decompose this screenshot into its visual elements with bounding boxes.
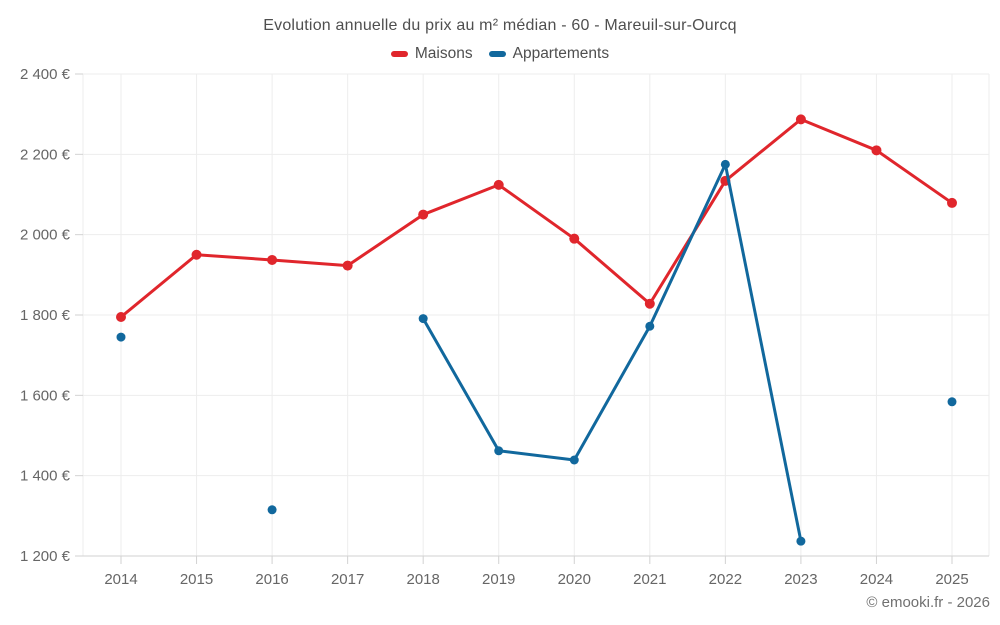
copyright-watermark: © emooki.fr - 2026 <box>866 594 990 611</box>
x-axis-label: 2018 <box>406 571 439 588</box>
appartements-point-2016[interactable] <box>267 505 277 515</box>
appartements-point-2014[interactable] <box>116 332 126 342</box>
maisons-point-2015[interactable] <box>191 249 202 260</box>
x-axis-label: 2014 <box>104 571 137 588</box>
appartements-point-2025[interactable] <box>947 397 957 407</box>
maisons-point-2021[interactable] <box>644 298 655 309</box>
appartements-point-2020[interactable] <box>569 455 579 465</box>
legend-label-maisons: Maisons <box>414 45 473 62</box>
legend-swatch-maisons <box>390 51 408 57</box>
maisons-point-2020[interactable] <box>569 233 580 244</box>
legend-item-maisons[interactable]: Maisons <box>390 45 473 63</box>
y-axis-label: 1 200 € <box>20 548 71 565</box>
appartements-point-2022[interactable] <box>720 159 730 169</box>
appartements-point-2019[interactable] <box>494 446 504 456</box>
x-axis-label: 2020 <box>558 571 591 588</box>
appartements-line <box>421 162 803 543</box>
x-axis-label: 2025 <box>935 571 968 588</box>
maisons-point-2019[interactable] <box>493 179 504 190</box>
maisons-point-2017[interactable] <box>342 260 353 271</box>
maisons-line <box>119 117 954 319</box>
x-axis-label: 2021 <box>633 571 666 588</box>
x-axis-label: 2016 <box>255 571 288 588</box>
x-axis-label: 2017 <box>331 571 364 588</box>
y-axis-label: 1 800 € <box>20 307 71 324</box>
maisons-point-2025[interactable] <box>947 197 957 208</box>
y-axis-label: 2 200 € <box>20 146 71 163</box>
legend-swatch-appartements <box>488 51 506 57</box>
legend-label-appartements: Appartements <box>512 45 610 62</box>
maisons-point-2023[interactable] <box>795 114 806 125</box>
maisons-point-2024[interactable] <box>871 145 882 156</box>
chart-legend: Maisons Appartements <box>0 45 1000 63</box>
y-axis-label: 1 600 € <box>20 387 71 404</box>
y-axis-label: 1 400 € <box>20 468 71 485</box>
x-axis-label: 2015 <box>180 571 213 588</box>
appartements-point-2018[interactable] <box>418 314 428 324</box>
chart-title: Evolution annuelle du prix au m² médian … <box>263 17 737 34</box>
x-axis-label: 2019 <box>482 571 515 588</box>
maisons-point-2014[interactable] <box>116 312 126 323</box>
appartements-point-2023[interactable] <box>796 536 806 546</box>
y-axis-label: 2 400 € <box>20 66 71 83</box>
x-axis-label: 2023 <box>784 571 817 588</box>
x-axis-label: 2022 <box>709 571 742 588</box>
x-axis-label: 2024 <box>860 571 893 588</box>
maisons-point-2016[interactable] <box>267 254 278 265</box>
y-axis-label: 2 000 € <box>20 227 71 244</box>
maisons-point-2018[interactable] <box>418 209 429 220</box>
appartements-point-2021[interactable] <box>645 321 655 331</box>
legend-item-appartements[interactable]: Appartements <box>488 45 610 63</box>
